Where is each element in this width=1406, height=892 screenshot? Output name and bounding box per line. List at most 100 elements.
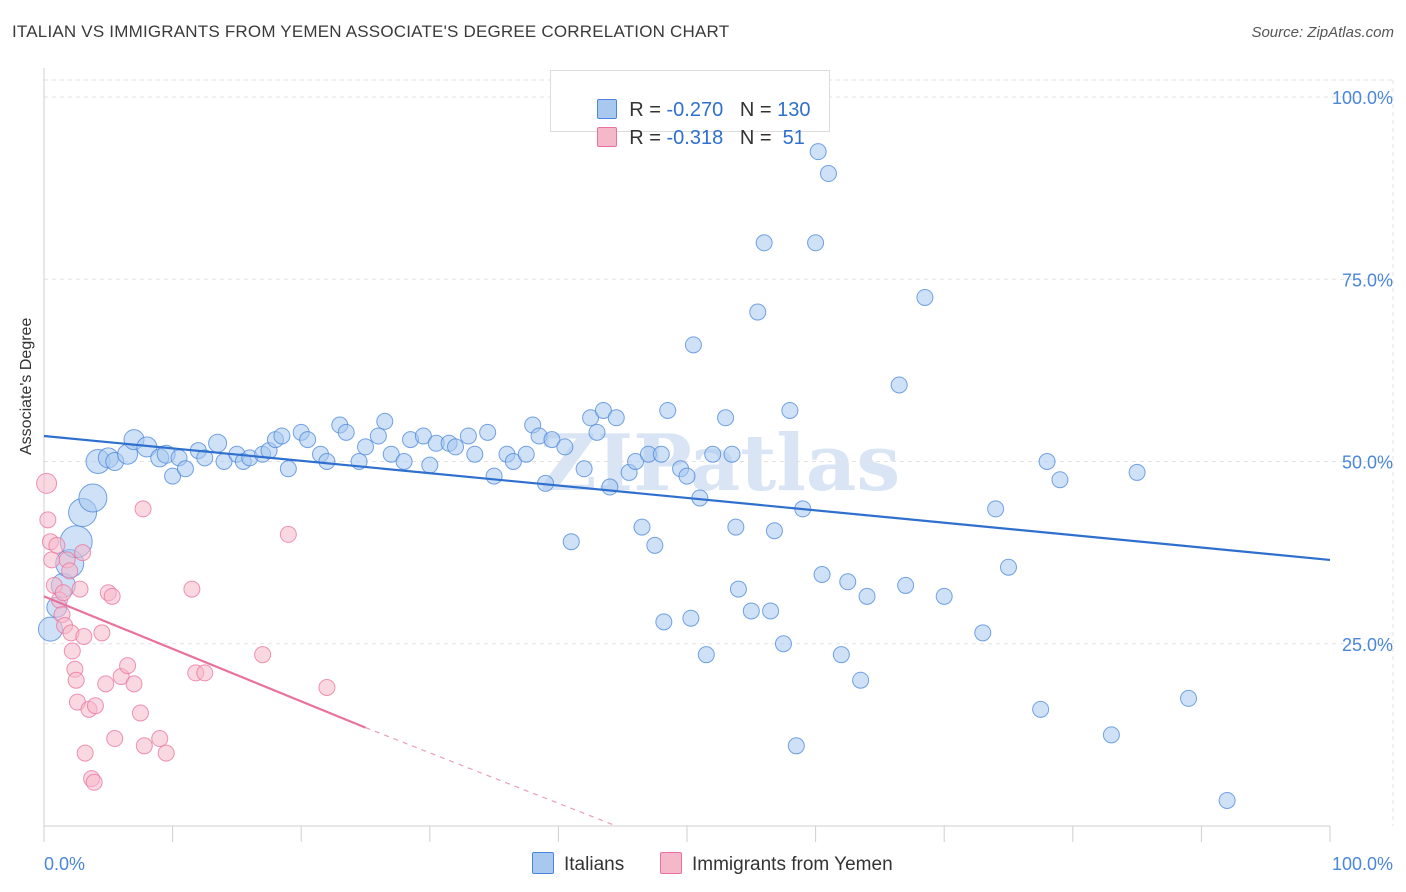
italians-point [627,453,645,470]
italians-point [916,288,934,306]
correlation-legend: R = -0.270 N = 130 R = -0.318 N = 51 [550,70,830,149]
italians-point [466,445,484,463]
yemen-point [157,744,175,762]
italians-point [176,460,194,478]
italians-point [485,467,503,485]
italians-point [517,445,535,463]
italians-point [164,467,182,485]
italians-point [357,438,374,456]
y-tick-label: 75.0% [1342,270,1393,290]
italians-point [447,438,465,456]
yemen-point [86,697,104,715]
italians-point [697,646,715,664]
italians-point [395,453,413,470]
yemen-point [67,671,85,689]
yemen-point [54,584,72,602]
y-tick-label: 100.0% [1332,88,1393,108]
legend-swatch-yemen [597,127,618,147]
italians-point [682,609,700,627]
italians-point [337,423,355,441]
italians-point [78,483,108,513]
chart-title: ITALIAN VS IMMIGRANTS FROM YEMEN ASSOCIA… [12,22,730,41]
italians-point [421,456,439,474]
italians-point [755,234,773,252]
italians-point [774,635,792,653]
yemen-trend-extension [365,727,617,827]
yemen-point [183,580,201,598]
yemen-point [97,675,115,693]
italians-point [1032,700,1050,718]
italians-point [987,500,1005,518]
italians-point [852,671,870,689]
italians-point [765,522,783,540]
italians-point [582,409,600,427]
italians-point [196,449,214,467]
yemen-point [151,730,169,748]
italians-point [832,646,850,664]
italians-point [781,401,799,419]
italians-point [813,565,831,583]
yemen-point [85,773,103,791]
legend-swatch-italians [597,99,618,119]
y-tick-label: 50.0% [1342,453,1393,473]
legend-row-yemen: R = -0.318 N = 51 [575,102,805,149]
italians-point [607,409,625,427]
italians-point [1000,558,1017,576]
italians-point [749,303,767,321]
italians-point [742,602,760,620]
yemen-point [71,580,89,598]
italians-point [382,445,400,463]
legend-r-label: R = [629,127,667,149]
italians-point [1218,791,1236,809]
yemen-point [75,627,93,645]
italians-point [594,401,612,419]
italians-point [1102,726,1120,744]
italians-point [504,453,522,470]
bottom-legend-label: Italians [564,854,625,875]
italians-point [588,423,606,441]
italians-point [704,445,722,463]
yemen-point [76,744,94,762]
italians-point [318,453,336,470]
italians-point [897,576,915,594]
yemen-point [36,472,58,494]
italians-point [678,467,696,485]
italians-point [646,536,664,554]
italians-point [809,143,827,161]
y-tick-label: 25.0% [1342,635,1393,655]
italians-point [684,336,702,354]
bottom-legend-yemen: Immigrants from Yemen [660,852,893,876]
yemen-point [74,544,92,562]
italians-point [1051,471,1069,489]
x-tick-label-max: 100.0% [1332,854,1393,874]
italians-point [479,423,497,441]
italians-trend-line [43,434,1331,562]
x-tick-label-min: 0.0% [44,854,85,874]
italians-point [839,573,857,591]
italians-point [575,460,593,478]
italians-point [723,445,741,463]
italians-point [369,427,387,445]
yemen-point [93,624,111,642]
italians-point [935,587,953,605]
legend-n-value: 51 [777,127,805,149]
legend-r-label: R = [629,99,667,121]
italians-point [659,401,677,419]
yemen-point [134,500,152,518]
italians-point [1180,689,1198,707]
italians-point [208,433,228,453]
yemen-point [196,664,214,682]
italians-point [279,460,297,478]
bottom-legend-swatch-yemen [660,852,682,874]
yemen-trend-line [43,595,366,729]
yemen-point [125,675,143,693]
legend-n-label: N = [739,99,778,121]
italians-point [1038,453,1056,470]
yemen-point [61,562,79,580]
italians-point [556,438,574,456]
yemen-point [106,730,124,748]
yemen-point [131,704,149,722]
yemen-point [63,642,81,660]
italians-point [729,580,747,598]
